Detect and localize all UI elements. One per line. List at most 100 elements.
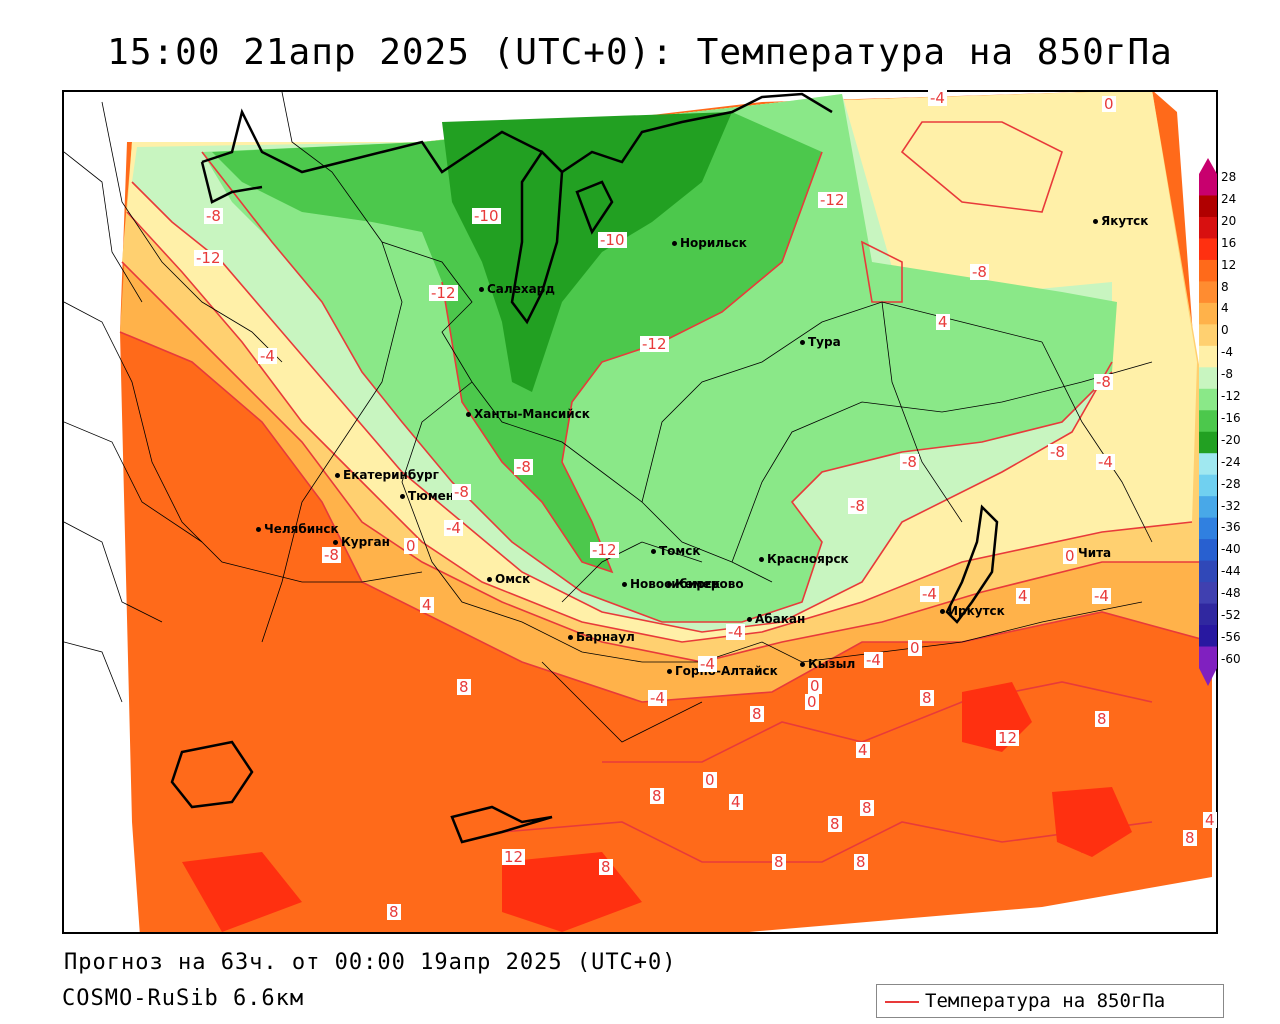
map-canvas[interactable] [62,90,1218,934]
contour-value-label: -4 [1092,587,1111,605]
contour-value-label: -10 [598,231,627,249]
city-dot-icon [759,557,764,562]
contour-value-label: 4 [1203,811,1217,829]
contour-value-label: -4 [648,689,667,707]
city-label: Тюмень [400,489,462,503]
field-darkest-green [442,112,732,392]
city-label: Екатеринбург [335,468,439,482]
city-dot-icon [667,669,672,674]
contour-value-label: 8 [860,799,874,817]
city-label: Омск [487,572,530,586]
colorbar-tick-label: -36 [1221,520,1241,535]
colorbar-cell [1199,625,1217,648]
colorbar-tick-label: -48 [1221,586,1241,601]
contour-value-label: -8 [848,497,867,515]
city-label: Кызыл [800,657,855,671]
city-label: Курган [333,535,390,549]
contour-value-label: 12 [996,729,1020,747]
contour-value-label: 8 [1095,710,1109,728]
colorbar-tick-label: 4 [1221,301,1229,316]
contour-value-label: 0 [703,771,717,789]
colorbar-tick-label: 24 [1221,191,1237,206]
city-dot-icon [800,340,805,345]
city-label: Салехард [479,282,555,296]
city-label: Кемерово [667,577,744,591]
contour-value-label: 8 [854,853,868,871]
contour-value-label: -8 [1094,373,1113,391]
colorbar-cell [1199,324,1217,347]
legend: Температура на 850гПа [876,984,1224,1018]
colorbar-tick-label: -32 [1221,498,1241,513]
city-dot-icon [335,473,340,478]
contour-value-label: -8 [514,458,533,476]
city-label: Тура [800,335,841,349]
city-label: Абакан [747,612,805,626]
colorbar-cell [1199,474,1217,497]
legend-line-swatch [885,1001,919,1003]
colorbar-tick-label: -4 [1221,345,1233,360]
contour-value-label: -4 [928,89,947,107]
contour-value-label: -12 [590,541,619,559]
city-dot-icon [333,540,338,545]
colorbar-tick-label: 8 [1221,279,1229,294]
contour-value-label: -4 [920,585,939,603]
colorbar-tick-label: -8 [1221,367,1233,382]
contour-value-label: -8 [900,453,919,471]
city-dot-icon [400,494,405,499]
city-dot-icon [667,582,672,587]
colorbar-tick-label: -56 [1221,629,1241,644]
city-label: Челябинск [256,522,339,536]
contour-value-label: 4 [856,741,870,759]
colorbar-tick-label: 12 [1221,257,1237,272]
city-dot-icon [568,635,573,640]
colorbar-cell [1199,259,1217,282]
colorbar-tick-label: 20 [1221,213,1237,228]
contour-value-label: -12 [194,249,223,267]
colorbar-cell [1199,453,1217,476]
city-label: Горно-Алтайск [667,664,778,678]
contour-value-label: 0 [805,693,819,711]
contour-value-label: -8 [970,263,989,281]
colorbar-tick-label: -24 [1221,454,1241,469]
colorbar-cell [1199,646,1217,669]
contour-value-label: -8 [1048,443,1067,461]
contour-value-label: 8 [599,858,613,876]
colorbar-tick-label: -60 [1221,651,1241,666]
contour-value-label: 0 [908,639,922,657]
contour-value-label: 0 [1102,95,1116,113]
city-label: Красноярск [759,552,849,566]
contour-value-label: 8 [828,815,842,833]
contour-value-label: -4 [864,651,883,669]
colorbar-tick-label: 0 [1221,323,1229,338]
contour-value-label: -4 [698,655,717,673]
city-dot-icon [672,241,677,246]
contour-value-label: -8 [322,546,341,564]
colorbar-cell [1199,539,1217,562]
model-text: COSMO-RuSib 6.6км [62,986,305,1011]
colorbar-tick-label: 16 [1221,235,1237,250]
contour-value-label: 12 [502,848,526,866]
colorbar-tick-label: -40 [1221,542,1241,557]
map-title: 15:00 21апр 2025 (UTC+0): Температура на… [107,32,1173,73]
coastlines [170,92,999,844]
colorbar-cell [1199,496,1217,519]
colorbar-cell [1199,603,1217,626]
contour-value-label: 8 [750,705,764,723]
colorbar-tick-label: -20 [1221,432,1241,447]
contour-value-label: -12 [640,335,669,353]
colorbar-cell [1199,216,1217,239]
city-dot-icon [1093,219,1098,224]
colorbar-cell [1199,388,1217,411]
admin-borders [64,92,1153,743]
city-label: Новосибирск [622,577,720,591]
colorbar-cell [1199,174,1217,196]
contour-value-label: -4 [444,519,463,537]
city-label: Барнаул [568,630,635,644]
city-dot-icon [800,662,805,667]
city-dot-icon [940,609,945,614]
colorbar-tick-label: -44 [1221,564,1241,579]
contour-value-label: -10 [472,207,501,225]
contour-value-label: 8 [387,903,401,921]
city-label: Ханты-Мансийск [466,407,590,421]
city-label: Томск [651,544,701,558]
